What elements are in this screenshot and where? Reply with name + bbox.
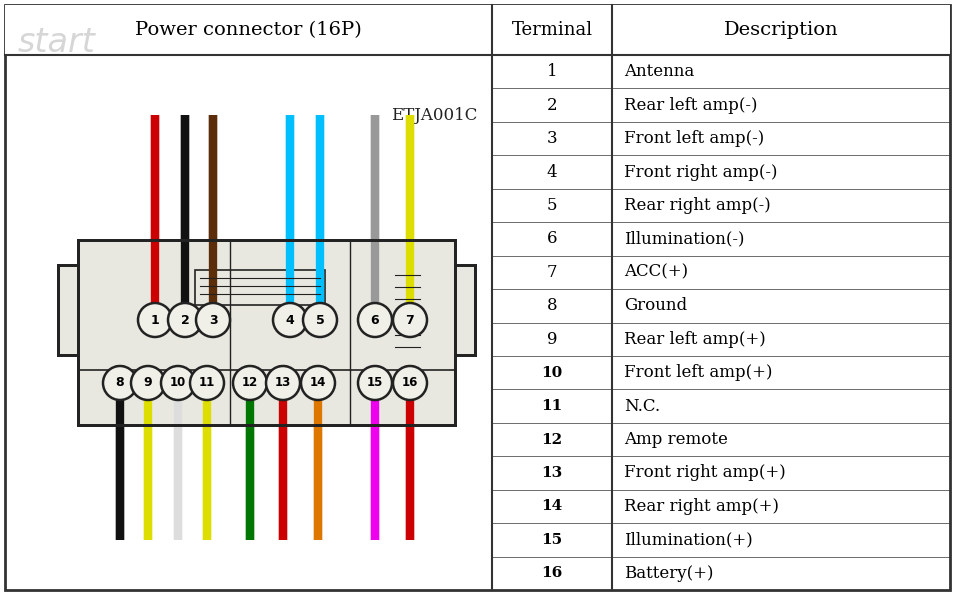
- Circle shape: [301, 366, 335, 400]
- Text: 7: 7: [406, 313, 415, 327]
- Text: 13: 13: [541, 466, 563, 480]
- Text: 2: 2: [546, 97, 558, 114]
- Text: 3: 3: [208, 313, 217, 327]
- Text: Ground: Ground: [624, 297, 687, 315]
- Text: Front right amp(+): Front right amp(+): [624, 465, 785, 481]
- Text: 6: 6: [547, 230, 557, 248]
- Text: Description: Description: [724, 21, 838, 39]
- Circle shape: [393, 366, 427, 400]
- Text: 10: 10: [541, 365, 563, 380]
- Text: Front left amp(+): Front left amp(+): [624, 364, 773, 381]
- Text: 14: 14: [310, 377, 326, 389]
- Text: start: start: [18, 26, 96, 59]
- Text: 15: 15: [367, 377, 383, 389]
- Text: N.C.: N.C.: [624, 398, 660, 414]
- Bar: [5, 5, 950, 55]
- Circle shape: [303, 303, 337, 337]
- Circle shape: [168, 303, 202, 337]
- Text: 12: 12: [541, 432, 563, 447]
- FancyBboxPatch shape: [58, 265, 78, 355]
- Circle shape: [131, 366, 165, 400]
- Text: 16: 16: [402, 377, 419, 389]
- Circle shape: [138, 303, 172, 337]
- Text: Illumination(+): Illumination(+): [624, 532, 753, 548]
- Circle shape: [273, 303, 307, 337]
- FancyBboxPatch shape: [455, 265, 475, 355]
- Text: 2: 2: [180, 313, 189, 327]
- Text: Front left amp(-): Front left amp(-): [624, 130, 764, 147]
- Text: Rear right amp(-): Rear right amp(-): [624, 197, 771, 214]
- Text: 1: 1: [151, 313, 159, 327]
- Text: 8: 8: [546, 297, 558, 315]
- Text: 9: 9: [144, 377, 153, 389]
- Bar: [195, 270, 325, 305]
- Bar: [78, 240, 455, 425]
- Circle shape: [190, 366, 224, 400]
- Text: Illumination(-): Illumination(-): [624, 230, 745, 248]
- Text: Rear left amp(+): Rear left amp(+): [624, 331, 766, 347]
- Text: 12: 12: [242, 377, 258, 389]
- Text: 4: 4: [286, 313, 295, 327]
- Text: 10: 10: [170, 377, 186, 389]
- Text: Front right amp(-): Front right amp(-): [624, 163, 778, 181]
- Text: 15: 15: [541, 533, 563, 547]
- Text: Antenna: Antenna: [624, 63, 694, 80]
- Text: Power connector (16P): Power connector (16P): [135, 21, 362, 39]
- Text: 5: 5: [547, 197, 557, 214]
- Text: ETJA001C: ETJA001C: [391, 106, 477, 124]
- Text: 13: 13: [275, 377, 291, 389]
- Text: 14: 14: [541, 499, 563, 514]
- Text: 11: 11: [199, 377, 215, 389]
- Circle shape: [233, 366, 267, 400]
- Text: Terminal: Terminal: [512, 21, 592, 39]
- Circle shape: [358, 303, 392, 337]
- Circle shape: [161, 366, 195, 400]
- Text: Amp remote: Amp remote: [624, 431, 728, 448]
- Text: 9: 9: [547, 331, 557, 347]
- Text: Battery(+): Battery(+): [624, 565, 713, 582]
- Text: Rear right amp(+): Rear right amp(+): [624, 498, 779, 515]
- Text: 7: 7: [546, 264, 558, 281]
- Text: 8: 8: [116, 377, 124, 389]
- Text: 16: 16: [541, 566, 563, 580]
- Circle shape: [358, 366, 392, 400]
- Circle shape: [266, 366, 300, 400]
- Circle shape: [196, 303, 230, 337]
- Text: 3: 3: [546, 130, 558, 147]
- Text: 5: 5: [316, 313, 324, 327]
- Text: 6: 6: [371, 313, 379, 327]
- Text: 1: 1: [546, 63, 558, 80]
- Text: ACC(+): ACC(+): [624, 264, 688, 281]
- Text: Rear left amp(-): Rear left amp(-): [624, 97, 757, 114]
- Text: 4: 4: [546, 163, 558, 181]
- Circle shape: [393, 303, 427, 337]
- Circle shape: [103, 366, 137, 400]
- Text: 11: 11: [541, 399, 563, 413]
